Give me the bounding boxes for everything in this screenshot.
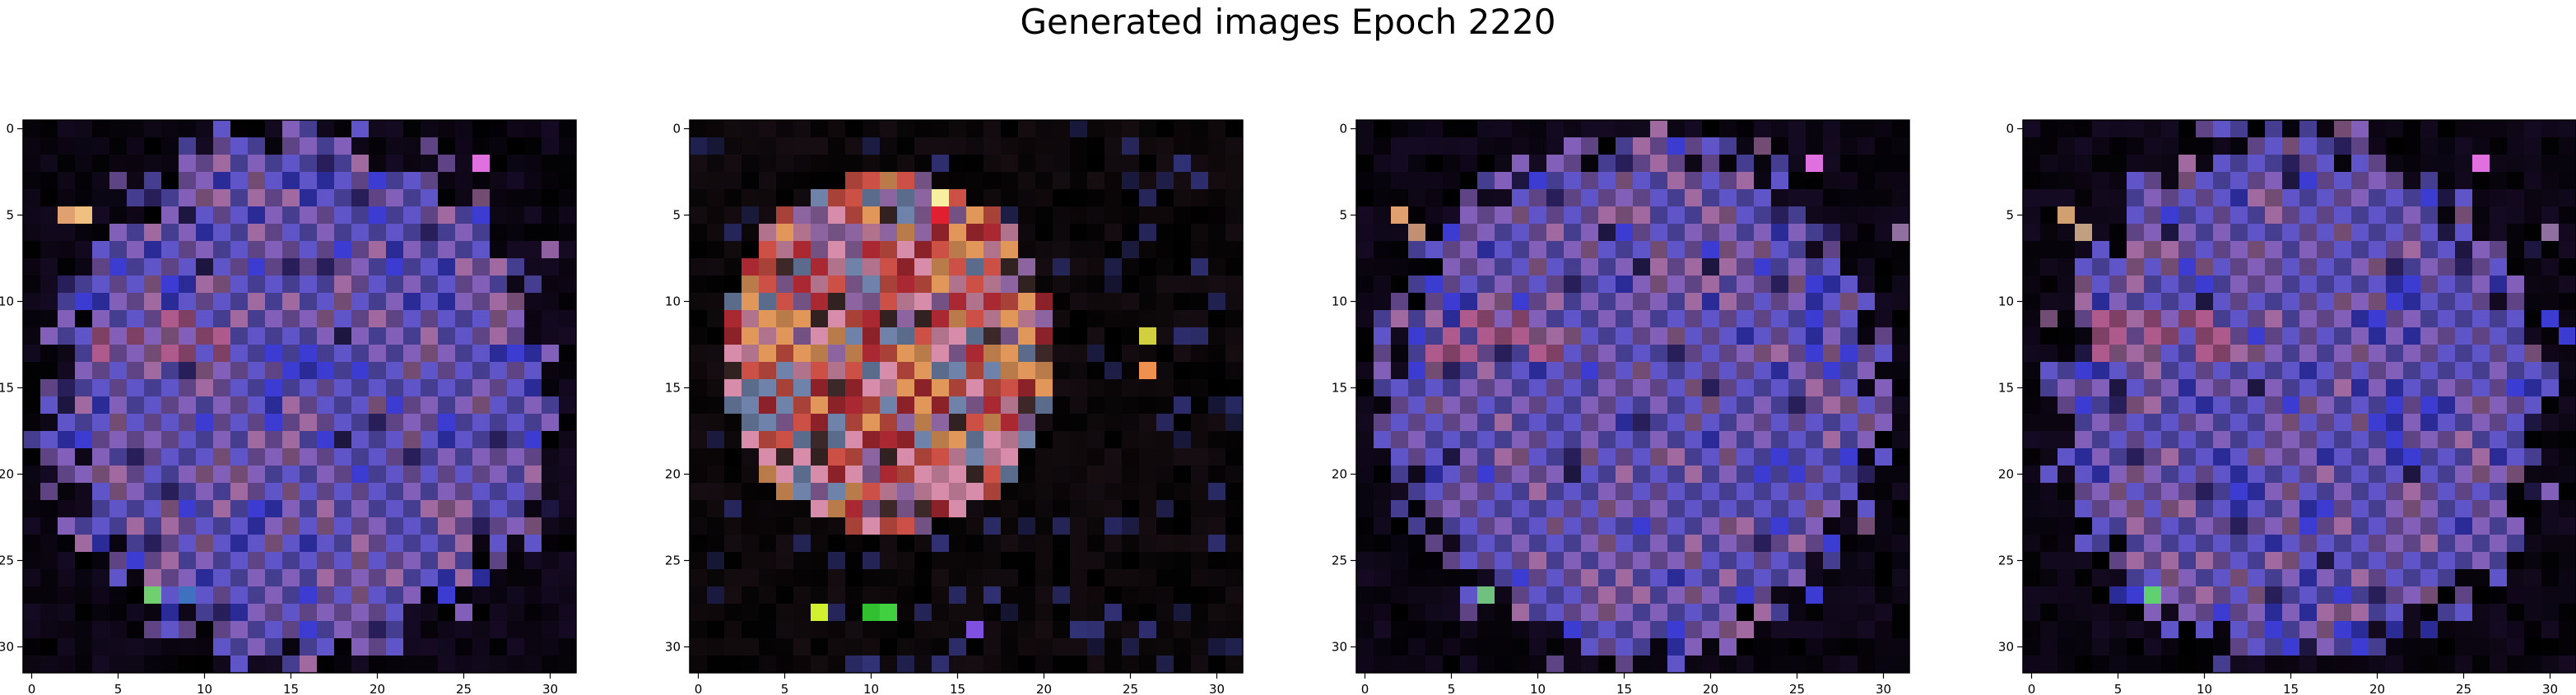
x-tick-label: 25	[2456, 682, 2471, 695]
x-tick-label: 15	[2283, 682, 2299, 695]
y-tick-label: 0	[672, 122, 681, 137]
y-tick-label: 0	[6, 122, 14, 137]
y-tick-label: 25	[1998, 554, 2014, 568]
x-tick-label: 10	[2197, 682, 2212, 695]
pixel-grid	[1356, 120, 1910, 674]
x-tick-label: 5	[781, 682, 789, 695]
axes-frame	[689, 119, 1244, 674]
page-title: Generated images Epoch 2220	[1020, 2, 1556, 42]
x-tick-label: 0	[1361, 682, 1369, 695]
y-tick-label: 25	[665, 554, 681, 568]
y-tick-label: 10	[0, 294, 14, 309]
y-tick-label: 5	[1339, 208, 1347, 223]
x-tick-label: 20	[1036, 682, 1052, 695]
x-tick-label: 20	[1703, 682, 1718, 695]
pixel-grid	[23, 120, 577, 674]
y-tick-label: 10	[1332, 294, 1347, 309]
y-tick-label: 5	[2006, 208, 2014, 223]
x-tick-label: 25	[1123, 682, 1138, 695]
axes-frame	[1355, 119, 1910, 674]
y-tick-label: 30	[665, 640, 681, 655]
y-tick-label: 20	[1332, 467, 1347, 482]
generated-image-4: 0 5 10 15 20 25 30 0 5 10 15 20 25 30	[1998, 119, 2576, 695]
x-tick-label: 10	[197, 682, 212, 695]
y-tick-label: 30	[1998, 640, 2014, 655]
x-tick-label: 10	[1530, 682, 1546, 695]
x-tick-label: 5	[1448, 682, 1456, 695]
pixel-grid	[2023, 120, 2576, 674]
x-tick-label: 25	[456, 682, 472, 695]
x-tick-label: 10	[863, 682, 879, 695]
axes-frame	[22, 119, 577, 674]
generated-image-2: 0 5 10 15 20 25 30 0 5 10 15 20 25 30	[665, 119, 1244, 695]
y-tick-label: 15	[665, 381, 681, 396]
x-tick-label: 0	[695, 682, 703, 695]
y-tick-label: 20	[665, 467, 681, 482]
x-tick-label: 0	[2028, 682, 2036, 695]
y-tick-label: 15	[0, 381, 14, 396]
x-tick-label: 15	[950, 682, 965, 695]
y-tick-label: 25	[0, 554, 14, 568]
y-tick-label: 10	[665, 294, 681, 309]
x-tick-label: 25	[1789, 682, 1805, 695]
axes-frame	[2022, 119, 2576, 674]
y-tick-label: 20	[0, 467, 14, 482]
x-tick-label: 5	[2114, 682, 2123, 695]
x-tick-label: 20	[2369, 682, 2385, 695]
x-tick-label: 5	[114, 682, 123, 695]
x-tick-label: 30	[1876, 682, 1891, 695]
y-tick-label: 5	[672, 208, 681, 223]
x-tick-label: 30	[2542, 682, 2558, 695]
x-tick-label: 0	[28, 682, 36, 695]
y-tick-label: 5	[6, 208, 14, 223]
y-tick-label: 0	[1339, 122, 1347, 137]
y-tick-label: 25	[1332, 554, 1347, 568]
x-tick-label: 20	[370, 682, 385, 695]
x-tick-label: 15	[1616, 682, 1632, 695]
pixel-grid	[690, 120, 1244, 674]
y-tick-label: 15	[1998, 381, 2014, 396]
generated-image-1: 0 5 10 15 20 25 30 0 5 10 15 20 25 30	[0, 119, 577, 695]
x-tick-label: 30	[1209, 682, 1225, 695]
y-tick-label: 30	[1332, 640, 1347, 655]
y-tick-label: 30	[0, 640, 14, 655]
y-tick-label: 0	[2006, 122, 2014, 137]
x-tick-label: 30	[542, 682, 558, 695]
y-tick-label: 10	[1998, 294, 2014, 309]
x-tick-label: 15	[283, 682, 299, 695]
y-tick-label: 20	[1998, 467, 2014, 482]
y-tick-label: 15	[1332, 381, 1347, 396]
generated-image-3: 0 5 10 15 20 25 30 0 5 10 15 20 25 30	[1332, 119, 1910, 695]
